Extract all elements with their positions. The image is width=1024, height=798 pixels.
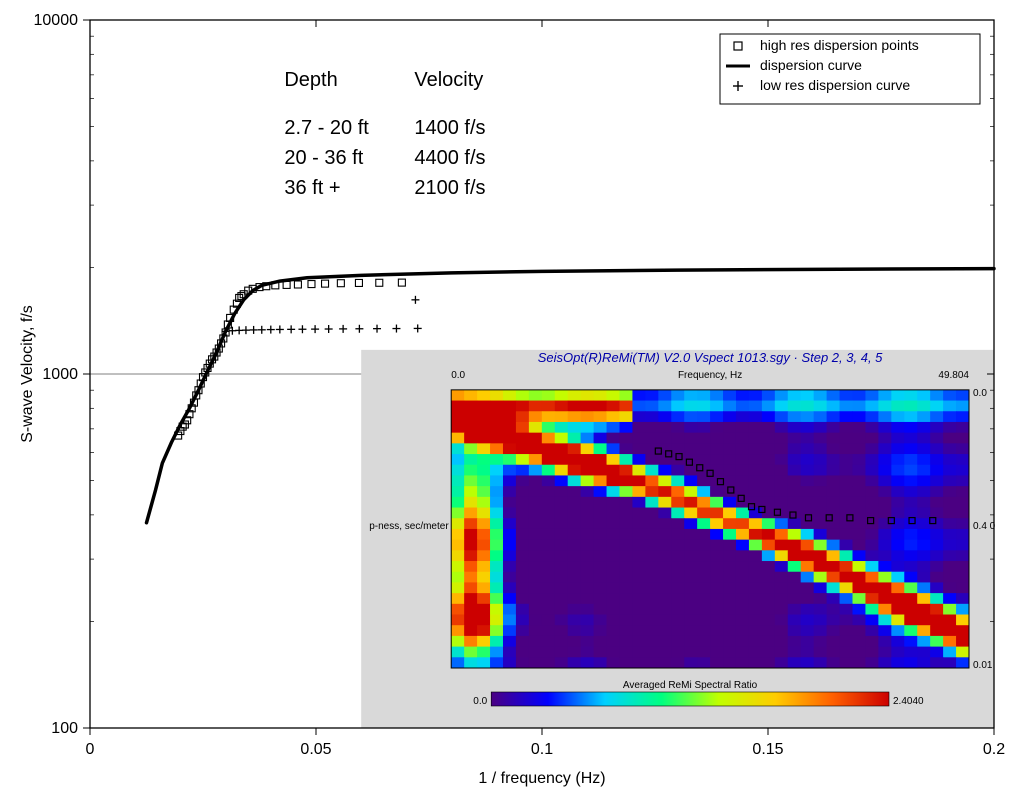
inset-freq-max: 49.804 <box>938 370 969 381</box>
table-cell-vel: 4400 f/s <box>414 147 485 169</box>
y-tick-label: 10000 <box>34 12 79 29</box>
high-res-point <box>294 281 301 288</box>
table-header-depth: Depth <box>284 69 337 91</box>
y-tick-label: 100 <box>51 720 78 737</box>
high-res-point <box>337 280 344 287</box>
colorbar-min: 0.0 <box>473 696 487 707</box>
high-res-point <box>308 281 315 288</box>
x-tick-label: 0 <box>86 741 95 758</box>
colorbar-max: 2.4040 <box>893 696 924 707</box>
legend-label: low res dispersion curve <box>760 77 910 93</box>
table-cell-vel: 1400 f/s <box>414 117 485 139</box>
table-cell-depth: 36 ft + <box>284 177 340 199</box>
high-res-point <box>283 281 290 288</box>
inset-freq-label: Frequency, Hz <box>678 370 742 381</box>
colorbar <box>491 692 889 706</box>
high-res-point <box>376 279 383 286</box>
table-cell-depth: 20 - 36 ft <box>284 147 363 169</box>
high-res-point <box>355 279 362 286</box>
inset-ymid: 0.4 0 <box>973 521 996 532</box>
y-tick-label: 1000 <box>42 366 78 383</box>
x-tick-label: 0.15 <box>752 741 783 758</box>
table-cell-vel: 2100 f/s <box>414 177 485 199</box>
inset-title: SeisOpt(R)ReMi(TM) V2.0 Vspect 1013.sgy … <box>538 350 883 365</box>
high-res-point <box>398 279 405 286</box>
inset-ymax: 0.01 <box>973 660 993 671</box>
inset-freq-min: 0.0 <box>451 370 465 381</box>
table-header-vel: Velocity <box>414 69 483 91</box>
x-axis-title: 1 / frequency (Hz) <box>478 770 605 787</box>
inset-ymin: 0.0 <box>973 388 987 399</box>
inset-ylabel: p-ness, sec/meter <box>369 521 449 532</box>
inset-heatmap <box>451 390 969 669</box>
colorbar-title: Averaged ReMi Spectral Ratio <box>623 680 758 691</box>
x-tick-label: 0.2 <box>983 741 1005 758</box>
legend-label: dispersion curve <box>760 57 862 73</box>
legend-label: high res dispersion points <box>760 37 919 53</box>
dispersion-chart: SeisOpt(R)ReMi(TM) V2.0 Vspect 1013.sgy … <box>0 0 1024 798</box>
x-tick-label: 0.05 <box>300 741 331 758</box>
table-cell-depth: 2.7 - 20 ft <box>284 117 369 139</box>
x-tick-label: 0.1 <box>531 741 553 758</box>
y-axis-title: S-wave Velocity, f/s <box>19 305 36 443</box>
high-res-point <box>322 280 329 287</box>
